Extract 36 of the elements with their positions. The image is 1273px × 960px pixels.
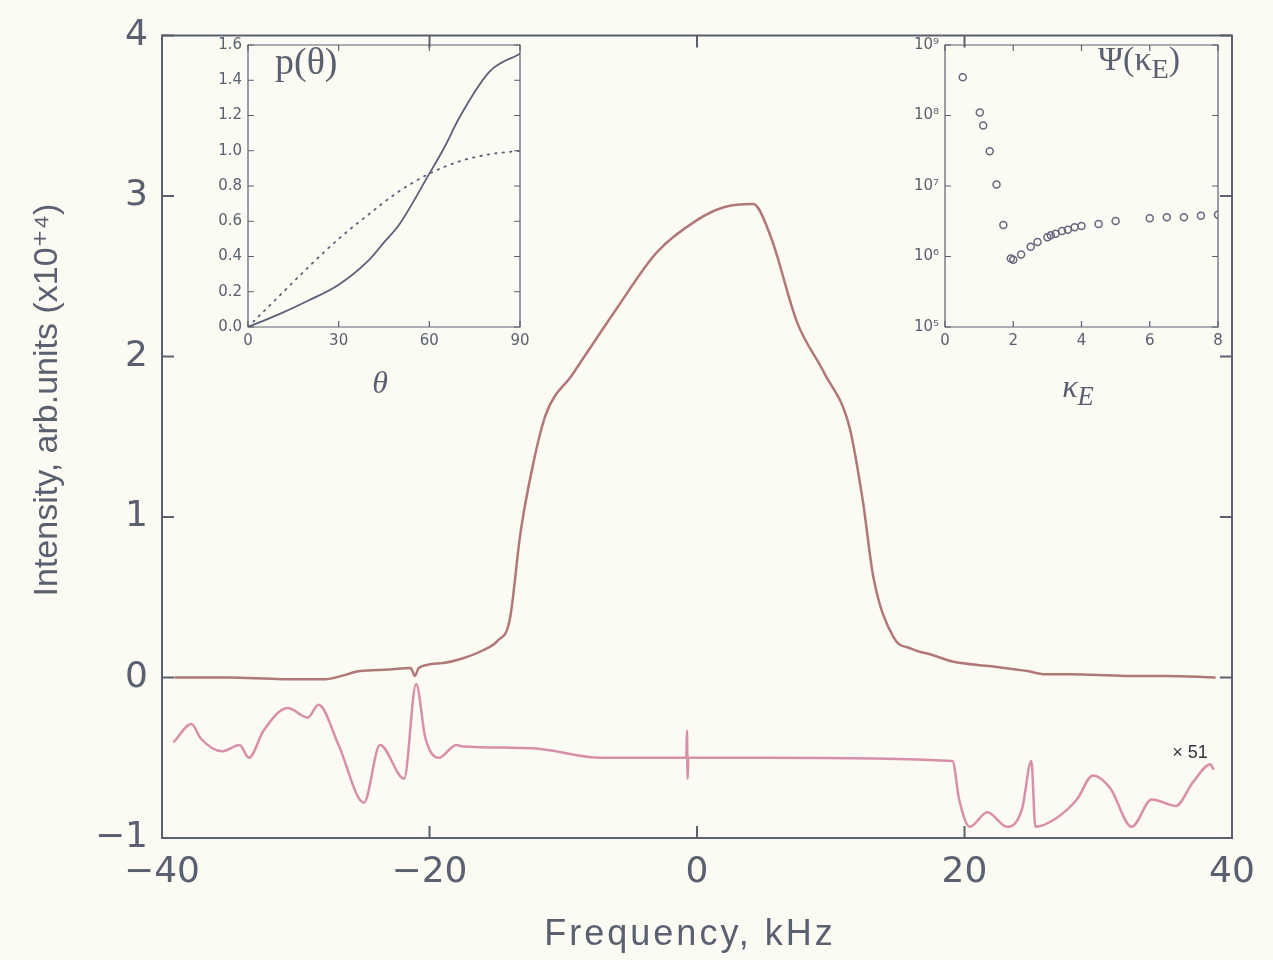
y-tick-label: 10⁸ (913, 105, 939, 124)
x-axis-title: θ (372, 363, 388, 401)
x-axis-title: Frequency, kHz (544, 912, 836, 954)
y-tick-label: 4 (125, 11, 148, 53)
y-tick-label: 1.2 (218, 105, 242, 124)
x-tick-label: 6 (1144, 330, 1155, 349)
y-tick-label: 1 (125, 493, 148, 535)
x-tick-label: 0 (685, 848, 709, 890)
y-tick-label: 1.0 (218, 140, 242, 159)
x-tick-label: 40 (1209, 848, 1255, 890)
y-tick-label: 0.4 (218, 246, 242, 265)
chart-title: p(θ) (275, 39, 338, 84)
chart-title: Ψ(κ$_{E}$) (1098, 39, 1181, 85)
y-tick-label: 3 (125, 172, 148, 214)
annotation: × 51 (1172, 741, 1208, 763)
x-tick-label: 2 (1008, 330, 1019, 349)
y-tick-label: 0 (125, 653, 148, 695)
y-tick-label: 0.0 (218, 316, 242, 335)
y-tick-label: 0.2 (218, 281, 242, 300)
y-tick-label: 0.6 (218, 211, 242, 230)
x-tick-label: 30 (329, 330, 349, 349)
x-tick-label: 90 (510, 330, 530, 349)
x-tick-label: 20 (941, 848, 988, 890)
y-tick-label: 10⁶ (913, 246, 939, 265)
y-tick-label: 1.6 (218, 34, 242, 53)
y-tick-label: 10⁵ (913, 316, 939, 335)
y-tick-label: 1.4 (218, 70, 242, 89)
x-tick-label: 4 (1076, 330, 1087, 349)
y-tick-label: 10⁷ (913, 175, 939, 194)
x-tick-label: −20 (391, 848, 468, 890)
y-tick-label: 10⁹ (913, 34, 939, 53)
y-axis-title: Intensity, arb.units (x10⁺⁴) (25, 203, 65, 597)
y-tick-label: 0.8 (218, 175, 242, 194)
x-axis-title: κ$_{E}$ (1062, 368, 1094, 412)
x-tick-label: 8 (1213, 330, 1223, 349)
x-tick-label: 60 (419, 330, 439, 349)
